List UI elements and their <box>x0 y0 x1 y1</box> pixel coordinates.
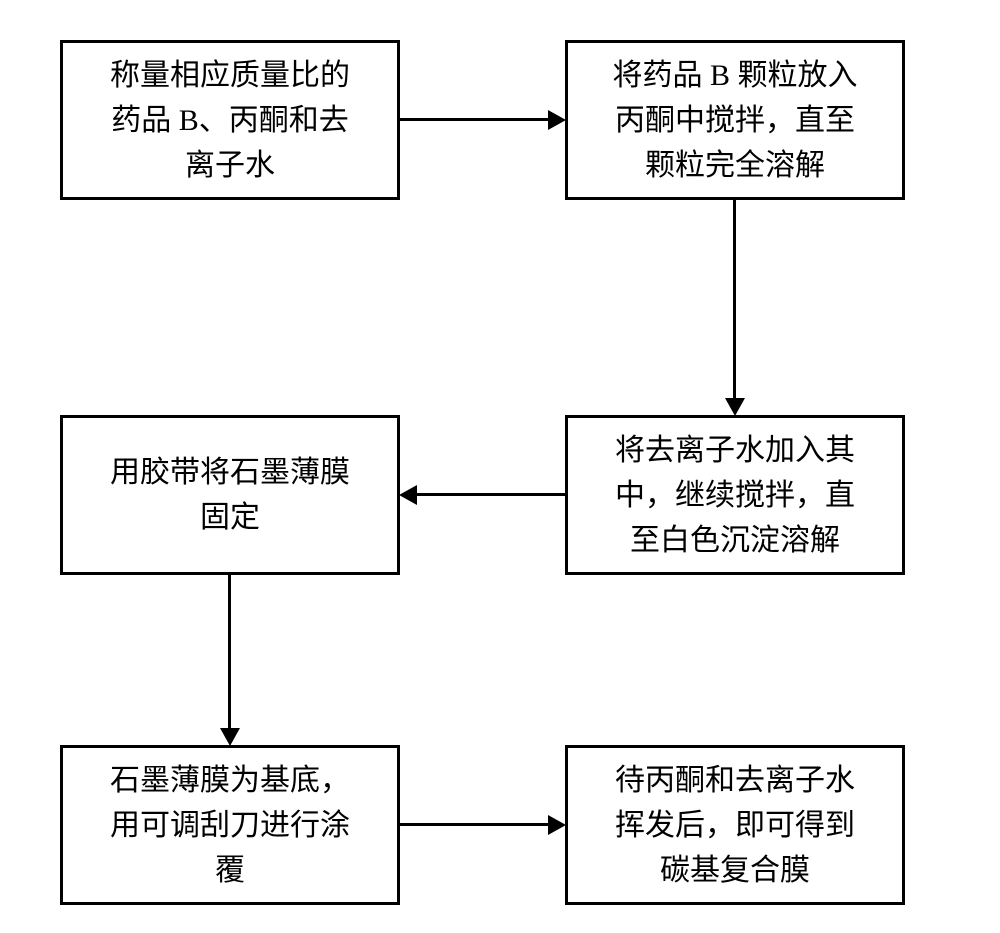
arrow-3-line <box>415 493 565 496</box>
arrow-1-head <box>548 110 566 130</box>
flow-node-3: 用胶带将石墨薄膜固定 <box>60 415 400 575</box>
flow-node-4-text: 将去离子水加入其中，继续搅拌，直至白色沉淀溶解 <box>615 428 855 563</box>
flow-node-1: 称量相应质量比的药品 B、丙酮和去离子水 <box>60 40 400 200</box>
flow-node-5: 石墨薄膜为基底，用可调刮刀进行涂覆 <box>60 745 400 905</box>
arrow-5-head <box>548 815 566 835</box>
arrow-2-head <box>725 398 745 416</box>
flow-node-3-text: 用胶带将石墨薄膜固定 <box>110 450 350 540</box>
flow-node-4: 将去离子水加入其中，继续搅拌，直至白色沉淀溶解 <box>565 415 905 575</box>
arrow-4-head <box>220 728 240 746</box>
flow-node-6: 待丙酮和去离子水挥发后，即可得到碳基复合膜 <box>565 745 905 905</box>
flow-node-6-text: 待丙酮和去离子水挥发后，即可得到碳基复合膜 <box>615 758 855 893</box>
flow-node-5-text: 石墨薄膜为基底，用可调刮刀进行涂覆 <box>110 758 350 893</box>
arrow-4-line <box>228 575 231 730</box>
arrow-2-line <box>733 200 736 400</box>
flow-node-2-text: 将药品 B 颗粒放入丙酮中搅拌，直至颗粒完全溶解 <box>612 53 857 188</box>
arrow-5-line <box>400 823 550 826</box>
arrow-1-line <box>400 118 550 121</box>
flow-node-2: 将药品 B 颗粒放入丙酮中搅拌，直至颗粒完全溶解 <box>565 40 905 200</box>
arrow-3-head <box>399 485 417 505</box>
flow-node-1-text: 称量相应质量比的药品 B、丙酮和去离子水 <box>110 53 350 188</box>
